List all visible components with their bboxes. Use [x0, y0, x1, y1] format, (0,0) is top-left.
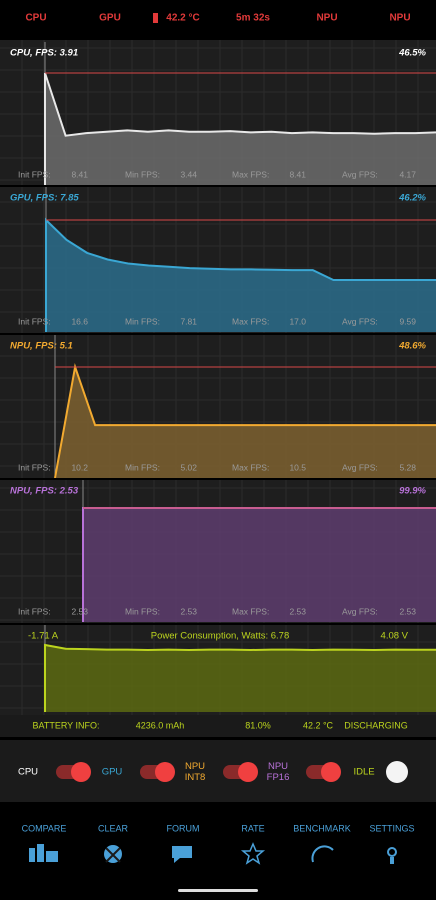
stat-value: 4.17	[399, 169, 416, 179]
stat-value: 5.02	[180, 462, 197, 472]
battery-level: 81.0%	[245, 720, 271, 730]
stat-label: Avg FPS:	[342, 316, 378, 326]
stat-label: Init FPS:	[18, 606, 51, 616]
stat-value: 8.41	[71, 169, 88, 179]
stat-value: 2.53	[399, 606, 416, 616]
battery-icon	[153, 13, 158, 23]
stat-label: Min FPS:	[125, 169, 160, 179]
status-item: NPU	[316, 13, 337, 24]
stat-value: 2.53	[289, 606, 306, 616]
stat-label: Min FPS:	[125, 316, 160, 326]
stat-label: Avg FPS:	[342, 462, 378, 472]
stat-value: 2.53	[180, 606, 197, 616]
stat-value: 5.28	[399, 462, 416, 472]
stat-value: 16.6	[71, 316, 88, 326]
panel-title: GPU, FPS: 7.85	[10, 193, 79, 204]
stat-label: Max FPS:	[232, 462, 269, 472]
stat-label: Init FPS:	[18, 462, 51, 472]
toggle-knob[interactable]	[155, 762, 175, 782]
stat-label: Init FPS:	[18, 169, 51, 179]
panel-load: 99.9%	[399, 486, 426, 497]
power-voltage: 4.08 V	[381, 631, 409, 642]
series-line	[44, 72, 436, 185]
status-item: 5m 32s	[236, 13, 270, 24]
panel-title: CPU, FPS: 3.91	[10, 48, 78, 59]
stat-label: Max FPS:	[232, 169, 269, 179]
stat-label: Min FPS:	[125, 606, 160, 616]
series-area	[45, 645, 436, 712]
panel-title: NPU, FPS: 2.53	[10, 486, 79, 497]
series-area	[46, 220, 436, 332]
stat-label: Max FPS:	[232, 606, 269, 616]
panel-load: 46.5%	[398, 48, 426, 59]
toggle-label: NPU	[268, 761, 288, 772]
stat-label: Min FPS:	[125, 462, 160, 472]
series-line	[54, 363, 436, 479]
toggle-knob[interactable]	[321, 762, 341, 782]
stat-value: 10.5	[289, 462, 306, 472]
stat-value: 7.81	[180, 316, 197, 326]
battery-bar	[0, 715, 436, 737]
panel-load: 48.6%	[398, 341, 426, 352]
nav-item[interactable]: SETTINGS	[369, 823, 414, 833]
stat-value: 2.53	[71, 606, 88, 616]
series-line	[45, 217, 436, 332]
home-indicator	[178, 889, 258, 892]
toggle-label: FP16	[267, 772, 290, 783]
power-title: Power Consumption, Watts: 6.78	[151, 631, 290, 642]
series-area	[55, 367, 436, 478]
nav-item[interactable]: RATE	[241, 823, 264, 833]
panel-load: 46.2%	[398, 193, 426, 204]
toggle-label: INT8	[185, 772, 206, 783]
nav-item[interactable]: BENCHMARK	[293, 823, 351, 833]
stat-label: Max FPS:	[232, 316, 269, 326]
battery-label: BATTERY INFO:	[32, 720, 99, 730]
stat-value: 9.59	[399, 316, 416, 326]
toggle-knob[interactable]	[238, 762, 258, 782]
toggle-label: GPU	[102, 767, 123, 778]
status-item: CPU	[25, 13, 46, 24]
stat-value: 10.2	[71, 462, 88, 472]
nav-item[interactable]: FORUM	[167, 823, 200, 833]
stat-value: 8.41	[289, 169, 306, 179]
panel-title: NPU, FPS: 5.1	[10, 341, 73, 352]
toggle-knob[interactable]	[71, 762, 91, 782]
power-current: -1.71 A	[28, 631, 59, 642]
stat-label: Avg FPS:	[342, 169, 378, 179]
stat-label: Init FPS:	[18, 316, 51, 326]
toggle-label: CPU	[18, 767, 38, 778]
stat-label: Avg FPS:	[342, 606, 378, 616]
toggle-label: IDLE	[353, 767, 374, 778]
stat-value: 3.44	[180, 169, 197, 179]
battery-capacity: 4236.0 mAh	[136, 720, 185, 730]
status-item: GPU	[99, 13, 121, 24]
stat-value: 17.0	[289, 316, 306, 326]
toggle-knob[interactable]	[386, 761, 408, 783]
battery-temperature: 42.2 °C	[303, 720, 334, 730]
nav-item[interactable]: CLEAR	[98, 823, 129, 833]
toggle-label: NPU	[185, 761, 205, 772]
series-area	[83, 508, 436, 622]
status-item: NPU	[389, 13, 410, 24]
battery-status: DISCHARGING	[344, 720, 408, 730]
series-area	[45, 73, 436, 185]
series-line	[44, 643, 436, 712]
nav-item[interactable]: COMPARE	[22, 823, 67, 833]
clear-icon-x	[105, 847, 121, 863]
status-item: 42.2 °C	[166, 13, 199, 24]
